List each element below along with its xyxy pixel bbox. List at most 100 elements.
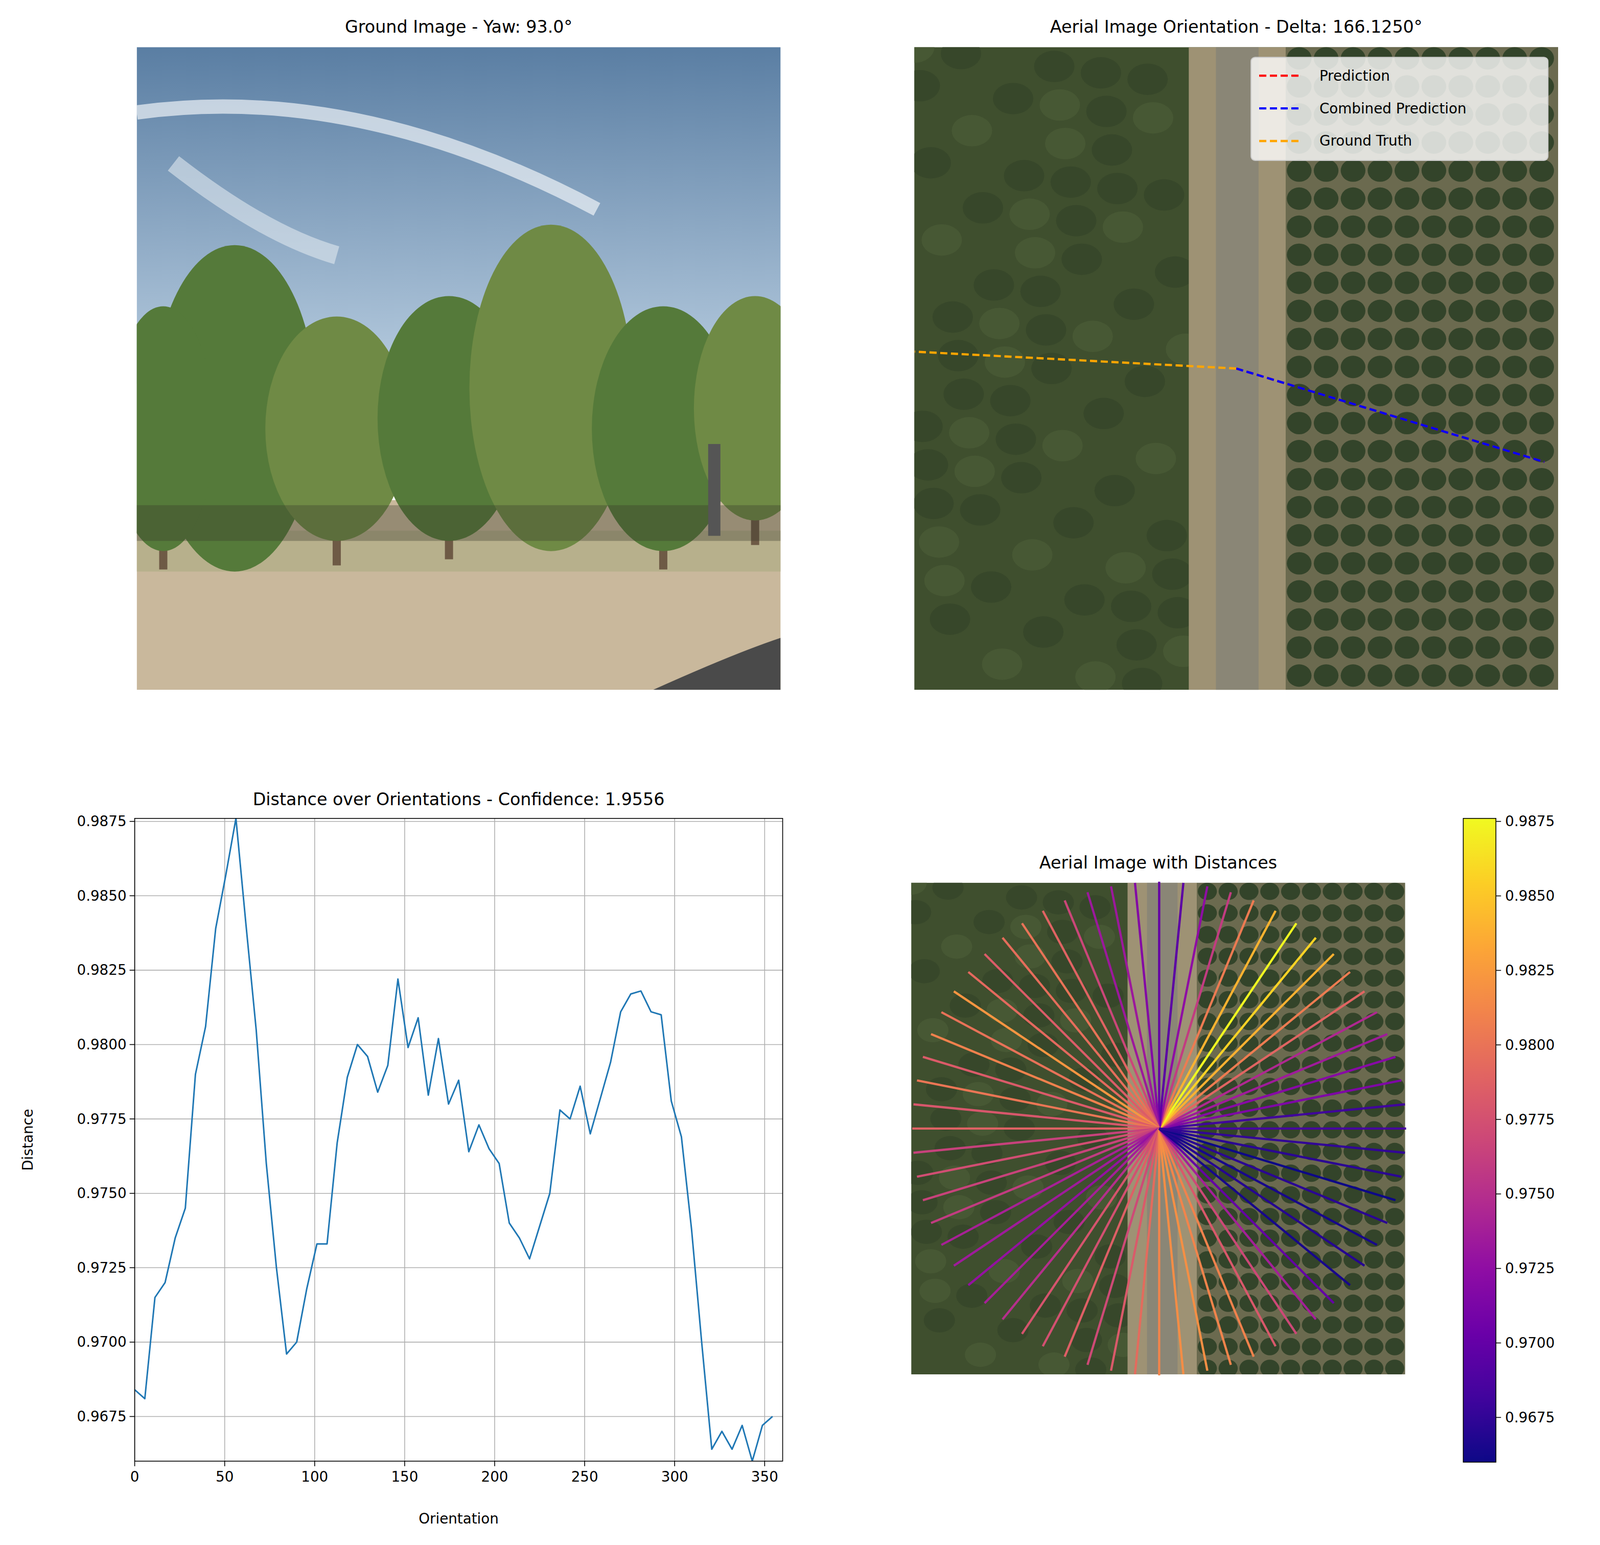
orchard-tree [1286,299,1312,322]
aerial-texture [1050,166,1092,199]
tick [1495,1193,1501,1195]
line [134,818,773,1462]
tick-label: 0.9675 [1504,1409,1555,1427]
tick [129,1341,135,1343]
orchard-tree [1421,299,1447,322]
orchard-tree [1313,664,1339,687]
orchard-tree [1322,904,1342,922]
aerial-texture [925,1077,958,1102]
orchard-tree [1260,883,1280,901]
orchard-tree [1502,411,1527,435]
aerial-texture [1075,661,1116,690]
orchard-tree [1502,299,1527,322]
orchard-tree [1313,327,1339,351]
legend-swatch [1259,107,1303,110]
orchard-tree [1340,439,1366,463]
aerial-texture [1083,398,1124,430]
orchard-tree [1475,496,1500,519]
grid-line [494,818,496,1462]
orchard-tree [1448,608,1473,632]
orchard-tree [1218,1359,1238,1375]
ray [1158,1012,1377,1129]
aerial-texture [929,603,970,636]
orchard-tree [1286,496,1312,519]
orchard-tree [1364,883,1384,901]
tick-label: 250 [571,1468,599,1486]
aerial-texture [990,384,1031,417]
orchard-tree [1475,355,1500,379]
frame [134,818,783,1462]
orchard-tree [1475,664,1500,687]
aerial-texture [962,192,1004,224]
ray [1158,1128,1351,1286]
aerial-texture [1025,314,1066,346]
orchard-tree [1385,926,1405,944]
orchard-tree [1385,1012,1405,1031]
orchard-tree [1302,1121,1321,1139]
orchard-tree [1529,411,1555,435]
aerial-texture [954,455,995,488]
orchard-tree [1367,215,1393,239]
orientation-line [1236,368,1545,462]
orchard-tree [1302,991,1321,1009]
orchard-tree [1385,1034,1405,1053]
tick-label: 50 [215,1468,234,1486]
orchard-tree [1313,271,1339,295]
ray [1002,1128,1160,1320]
orchard-tree [1340,580,1366,604]
sign [708,444,721,537]
legend-label: Prediction [1319,67,1390,85]
orchard-tree [1421,159,1447,182]
grid-line [134,1341,783,1343]
orchard-tree [1394,664,1420,687]
orchard-tree [1364,904,1384,922]
orchard-tree [1448,243,1473,267]
aerial-texture [1051,949,1083,975]
orchard-tree [1302,926,1321,944]
tick [129,1118,135,1120]
orchard-tree [1322,1012,1342,1031]
orchard-tree [1260,1012,1280,1031]
orchard-tree [1313,524,1339,547]
tick [404,1461,406,1467]
tick-label: 0.9700 [1504,1334,1555,1352]
ray [1158,1128,1387,1224]
orchard-tree [1340,187,1366,211]
orchard-tree [1529,383,1555,407]
title: Distance over Orientations - Confidence:… [252,789,665,810]
orchard-tree [1529,355,1555,379]
ray [1064,1128,1159,1357]
aerial-texture [914,47,935,63]
orchard-tree [1529,215,1555,239]
aerial-texture [1014,237,1056,269]
tick [129,1044,135,1046]
orchard-tree [1367,243,1393,267]
orchard-tree [1394,608,1420,632]
orchard-tree [1313,496,1339,519]
aerial-texture [1075,1357,1107,1375]
orchard-tree [1448,299,1473,322]
tick-label: 0.9750 [1504,1185,1555,1203]
orchard-tree [1475,608,1500,632]
tick [1495,1417,1501,1419]
orchard-tree [1281,1121,1301,1139]
orchard-tree [1313,159,1339,182]
orchard-tree [1340,608,1366,632]
ray [1158,937,1316,1129]
orchard-tree [1260,1121,1280,1139]
orchard-tree [1340,355,1366,379]
ray [912,1127,1159,1130]
aerial-texture [1042,429,1083,462]
tick-label: 0.9725 [76,1259,127,1277]
orchard-tree [1281,1359,1301,1375]
tick [764,1461,766,1467]
ray [1158,900,1254,1129]
orchard-tree [1364,1359,1384,1375]
aerial-texture [984,346,1026,379]
ray [931,1034,1159,1129]
orchard-tree [1367,524,1393,547]
orchard-tree [1529,636,1555,659]
aerial-texture [1105,551,1146,584]
orchard-tree [1502,383,1527,407]
cloud [173,163,337,256]
